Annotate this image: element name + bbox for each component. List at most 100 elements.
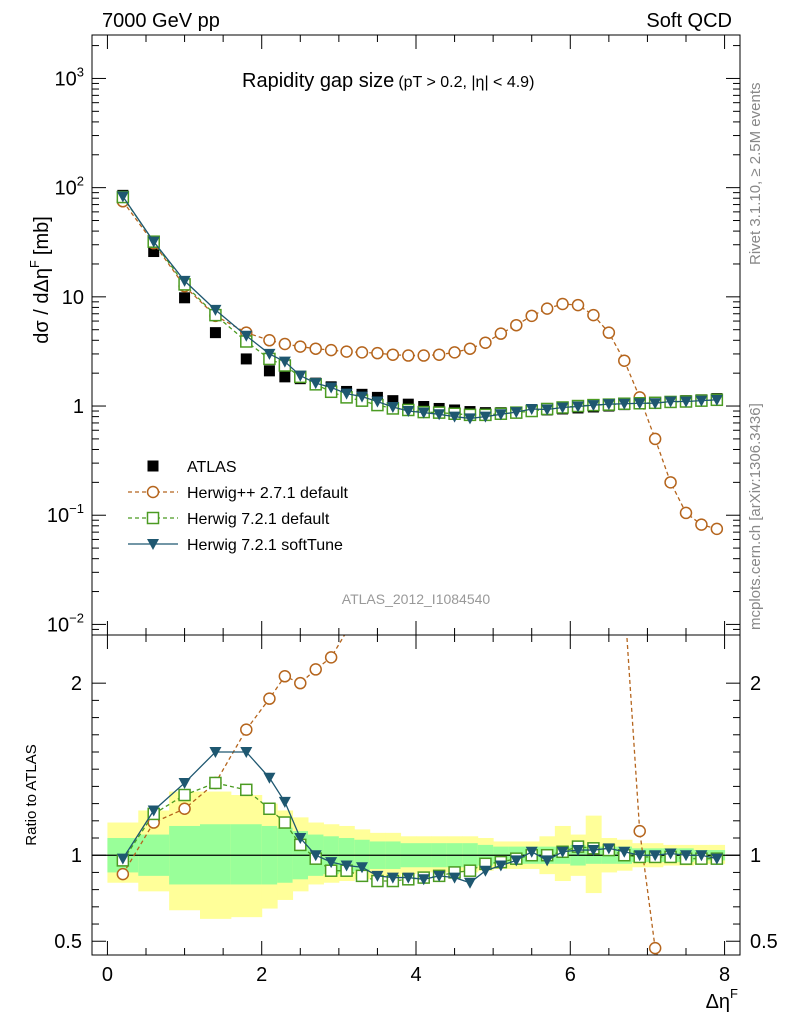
herwig-721-softtune-ratio-point <box>479 865 492 877</box>
x-tick-label: 0 <box>102 964 113 986</box>
herwig-721-softtune-ratio-point <box>417 874 430 886</box>
herwigpp-271-default-point <box>355 346 369 359</box>
herwig-721-softtune-point <box>147 236 160 248</box>
ratio-tick-label-right: 1 <box>750 845 761 867</box>
y-tick-label-base: 10 <box>47 614 69 636</box>
herwig-721-softtune-ratio-point <box>680 850 692 862</box>
herwig-721-softtune-ratio-point <box>556 846 569 858</box>
herwig-721-softtune-ratio-point <box>340 860 353 872</box>
herwigpp-271-default-ratio-point <box>240 723 253 736</box>
herwig-721-default-ratio-point <box>178 788 191 802</box>
herwig-721-softtune-ratio-point <box>309 850 322 862</box>
herwig-721-softtune-ratio-point <box>240 746 253 758</box>
herwigpp-271-default-point <box>556 297 569 311</box>
ratio-tick-label: 2 <box>71 673 82 695</box>
herwigpp-271-default-point <box>602 326 616 339</box>
band-inner-bin <box>230 824 263 885</box>
y-tick-label: 10 <box>62 287 84 309</box>
herwig-721-softtune-ratio-point <box>602 843 615 855</box>
herwigpp-271-default-ratio-line <box>122 635 659 955</box>
herwig-721-softtune-ratio-point <box>448 872 461 884</box>
herwigpp-271-default-point <box>263 334 276 347</box>
atlas-data-point <box>279 371 291 383</box>
title-cuts: (pT > 0.2, |η| < 4.9) <box>398 74 534 91</box>
mcplots-url: mcplots.cern.ch [arXiv:1306.3436] <box>747 403 764 630</box>
herwig-721-softtune-point <box>556 402 569 414</box>
herwig-721-softtune-point <box>633 398 646 410</box>
herwig-721-softtune-ratio-point <box>371 870 384 882</box>
legend-marker <box>147 460 159 472</box>
x-tick-label: 6 <box>565 964 576 986</box>
legend-marker <box>147 539 159 550</box>
herwigpp-271-default-point <box>571 298 585 312</box>
x-tick-label: 2 <box>256 964 267 986</box>
herwig-721-softtune-point <box>695 395 708 407</box>
herwig-721-default-ratio-point <box>263 802 276 816</box>
header-left: 7000 GeV pp <box>102 10 220 32</box>
ratio-axis-label: Ratio to ATLAS <box>23 744 40 845</box>
herwig-721-softtune-point <box>417 407 430 419</box>
x-axis-label-main: Δη <box>706 991 730 1013</box>
herwig-721-softtune-point <box>325 382 338 394</box>
herwig-721-softtune-ratio-point <box>356 862 368 874</box>
herwigpp-271-default-point <box>494 327 508 340</box>
y-axis-label-unit: [mb] <box>31 216 53 255</box>
herwig-721-softtune-point <box>386 401 399 413</box>
herwig-721-softtune-point <box>541 404 554 416</box>
y-tick-label-base: 10 <box>62 287 84 309</box>
y-tick-label: 10−2 <box>47 610 84 636</box>
atlas-data-point <box>240 353 252 365</box>
y-tick-label: 10−1 <box>47 501 84 527</box>
herwigpp-271-default-ratio-point <box>263 692 276 705</box>
herwigpp-271-default-point <box>402 349 415 362</box>
herwigpp-271-default-point <box>679 506 693 520</box>
herwig-721-softtune-ratio-point <box>278 796 291 808</box>
herwig-721-softtune-point <box>309 378 322 390</box>
herwig-721-softtune-ratio-point <box>525 846 538 858</box>
legend-label: ATLAS <box>187 459 237 476</box>
x-tick-label: 4 <box>410 964 421 986</box>
herwig-721-softtune-ratio-point <box>263 772 276 784</box>
herwigpp-271-default-point <box>463 342 477 355</box>
herwigpp-271-default-ratio-point <box>324 651 338 664</box>
herwigpp-271-default-point <box>386 348 400 361</box>
band-inner-bin <box>200 824 232 885</box>
herwigpp-271-default-point <box>710 522 724 536</box>
herwig-721-softtune-ratio-point <box>147 805 160 817</box>
herwig-721-softtune-ratio-point <box>433 870 446 882</box>
herwigpp-271-default-ratio-point <box>178 802 191 816</box>
herwigpp-271-default-point <box>448 346 461 359</box>
herwigpp-271-default-point <box>648 432 662 446</box>
atlas-data-point <box>263 365 275 377</box>
herwig-721-softtune-ratio-point <box>402 872 415 884</box>
herwig-721-softtune-point <box>464 413 476 425</box>
herwig-721-softtune-ratio-point <box>587 845 600 857</box>
herwig-721-softtune-ratio-point <box>510 855 523 867</box>
herwigpp-271-default-ratio-point <box>116 867 130 881</box>
herwigpp-271-default-point <box>309 342 322 355</box>
herwig-721-softtune-point <box>278 356 291 368</box>
herwig-721-softtune-ratio-point <box>710 853 723 865</box>
atlas-data-point <box>179 292 191 304</box>
herwig-721-default-ratio-point <box>278 816 292 829</box>
herwigpp-271-default-point <box>618 354 631 367</box>
ratio-panel: 0 2 4 6 8 0.5 0.5 1 1 2 2 <box>54 634 778 986</box>
herwig-721-softtune-ratio-point <box>572 845 584 857</box>
herwig-721-softtune-ratio-point <box>664 848 677 860</box>
herwig-721-softtune-ratio-point <box>178 777 191 789</box>
herwigpp-271-default-point <box>278 337 292 351</box>
herwig-721-softtune-point <box>371 396 384 408</box>
herwigpp-271-default-ratio-point <box>278 670 292 683</box>
y-axis-label: dσ / dΔηF [mb] <box>27 216 53 344</box>
herwig-721-softtune-point <box>664 396 677 408</box>
herwigpp-271-default-point <box>587 308 600 322</box>
herwig-721-softtune-point <box>433 409 446 421</box>
y-tick-label-base: 10 <box>47 505 69 527</box>
ratio-tick-label: 1 <box>71 845 82 867</box>
herwigpp-271-default-point <box>664 476 677 489</box>
y-axis-label-sup: F <box>27 260 42 268</box>
atlas-data-point <box>209 327 221 339</box>
herwig-721-softtune-point <box>402 406 415 418</box>
legend-label: Herwig 7.2.1 softTune <box>187 537 343 554</box>
